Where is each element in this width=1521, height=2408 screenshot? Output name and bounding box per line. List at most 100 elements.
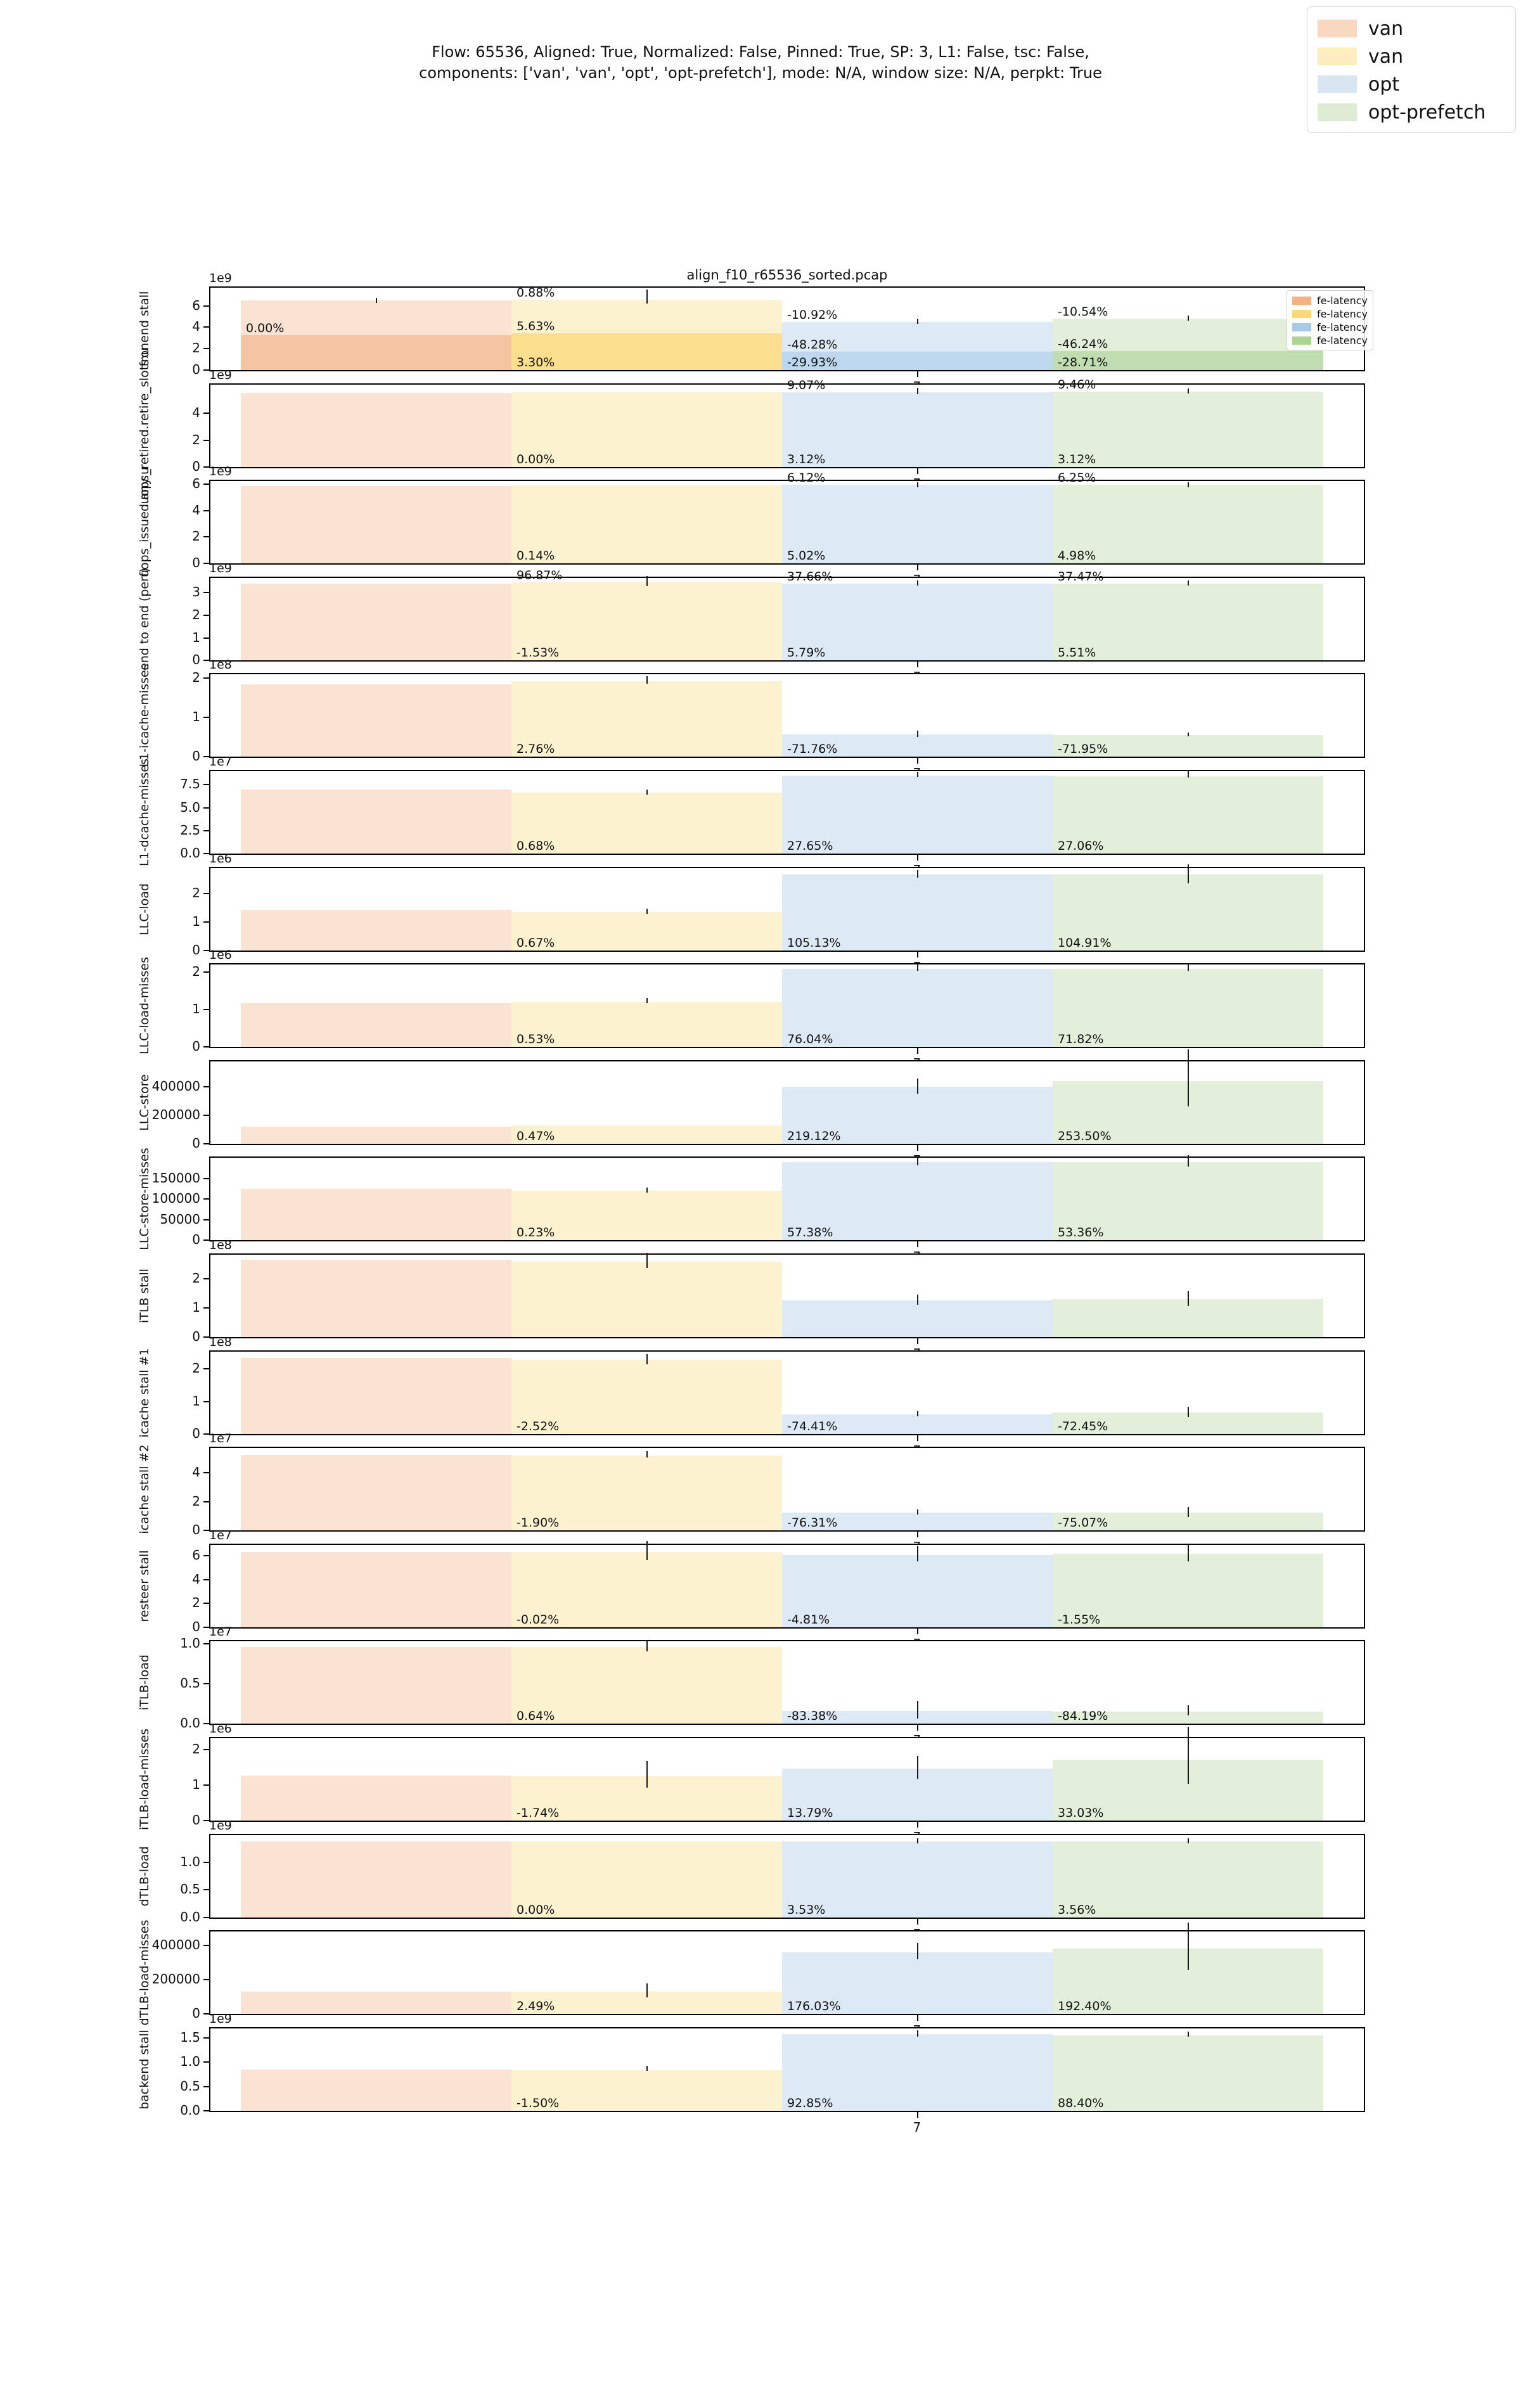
subplot-backend-stall: -1.50% 92.85% 88.40% 0.0 0.5 1.0 1.5 1e9 backend…: [138, 2012, 1365, 2135]
annotation: 3.30%: [517, 355, 555, 369]
bar-van-light: [511, 792, 782, 854]
bar-van-light: [511, 1646, 782, 1724]
y-axis-label: L1-icache-misses: [138, 663, 151, 767]
y-tick-mark: [203, 369, 209, 371]
y-tick-label: 2: [192, 1271, 200, 1286]
annotation: 0.47%: [517, 1129, 555, 1143]
y-tick-label: 0: [192, 362, 200, 377]
y-tick-mark: [203, 1433, 209, 1435]
y-tick-mark: [203, 1472, 209, 1473]
error-bar: [916, 319, 918, 324]
y-tick-label: 0: [192, 1329, 200, 1344]
y-tick-mark: [203, 484, 209, 485]
error-bar: [916, 1546, 918, 1562]
x-tick-mark: [916, 1822, 918, 1828]
annotation: 105.13%: [787, 936, 841, 950]
annotation: 6.25%: [1058, 471, 1096, 485]
error-bar: [646, 1451, 648, 1458]
bar-van-light: [241, 1358, 511, 1434]
y-axis-label: iTLB-load-misses: [138, 1729, 151, 1830]
bar-van-light: [241, 910, 511, 951]
annotation: 37.47%: [1058, 570, 1104, 584]
y-tick-mark: [203, 1889, 209, 1891]
error-bar: [916, 870, 918, 878]
axis-exponent: 1e9: [209, 2012, 232, 2026]
annotation: -46.24%: [1058, 336, 1108, 351]
x-tick-label: 7: [913, 2120, 921, 2135]
subplot-icache-stall-2: -1.90% -76.31% -75.07% 0 2 4 1e7 icache stall #…: [138, 1431, 1365, 1554]
y-tick-label: 2: [192, 1741, 200, 1757]
y-tick-label: 1.0: [180, 2054, 200, 2070]
x-tick-mark: [916, 1338, 918, 1344]
y-tick-label: 0: [192, 652, 200, 667]
error-bar: [646, 676, 648, 684]
y-tick-mark: [203, 921, 209, 923]
bar-opt-light: [782, 775, 1053, 854]
y-tick-mark: [203, 853, 209, 854]
y-tick-mark: [203, 1219, 209, 1220]
y-tick-label: 3: [192, 584, 200, 600]
annotation: -10.54%: [1058, 305, 1108, 319]
axis-exponent: 1e7: [209, 755, 232, 769]
annotation: 0.00%: [246, 321, 285, 336]
error-bar: [646, 2066, 648, 2071]
y-tick-label: 400000: [151, 1079, 200, 1094]
error-bar: [646, 908, 648, 914]
y-axis-label: resteer stall: [138, 1550, 151, 1622]
subplot-itlb-load: 0.64% -83.38% -84.19% 0.0 0.5 1.0 1e7 iTLB-load…: [138, 1625, 1365, 1748]
y-tick-label: 200000: [151, 1971, 200, 1987]
legend-item-opt-prefetch: opt-prefetch: [1307, 98, 1515, 126]
x-tick-mark: [916, 1532, 918, 1537]
error-bar: [1187, 1290, 1189, 1306]
y-tick-label: 0: [192, 1812, 200, 1828]
x-tick-mark: [916, 1048, 918, 1054]
annotation: -28.71%: [1058, 355, 1108, 369]
annotation: -1.53%: [517, 646, 560, 660]
annotation: 13.79%: [787, 1806, 833, 1820]
subplot-title: align_f10_r65536_sorted.pcap: [686, 267, 888, 283]
bar-van-light: [511, 485, 782, 563]
annotation: 4.98%: [1058, 549, 1096, 563]
fe-latency-legend-item: fe-latency: [1292, 294, 1368, 307]
x-tick-mark: [916, 952, 918, 957]
y-tick-mark: [203, 466, 209, 468]
y-tick-mark: [203, 971, 209, 973]
subplot-uops-retired-retire-slots-u: 0.00% 9.07% 3.12% 9.46% 3.12% 0 2 4 1e9 uops_reti…: [138, 347, 1365, 504]
annotation: 76.04%: [787, 1032, 833, 1046]
figure-title: Flow: 65536, Aligned: True, Normalized: …: [0, 42, 1521, 84]
bar-van-dark: [511, 333, 782, 370]
bar-van-light: [241, 485, 511, 563]
axis-exponent: 1e8: [209, 658, 232, 672]
axis-exponent: 1e7: [209, 1528, 232, 1542]
bar-opt-prefetch-light: [1053, 874, 1323, 951]
error-bar: [916, 1079, 918, 1094]
y-tick-mark: [203, 2013, 209, 2014]
bar-opt-light: [782, 1841, 1053, 1918]
annotation: -1.50%: [517, 2096, 560, 2110]
bar-van-light: [241, 1552, 511, 1627]
bar-opt-light: [782, 485, 1053, 563]
annotation: -29.93%: [787, 355, 838, 369]
y-tick-mark: [203, 326, 209, 328]
bar-van-light: [241, 1775, 511, 1821]
subplot-llc-store: 0.47% 219.12% 253.50% 0 200000 400000 LLC-stor…: [138, 1049, 1365, 1168]
annotation: -4.81%: [787, 1613, 830, 1627]
y-axis-label: dTLB-load: [138, 1846, 151, 1907]
bar-van-light: [511, 1191, 782, 1240]
fe-latency-label: fe-latency: [1317, 335, 1368, 347]
y-axis-label: LLC-load: [138, 883, 151, 935]
error-bar: [1187, 1545, 1189, 1561]
error-bar: [916, 1411, 918, 1417]
y-tick-mark: [203, 893, 209, 895]
annotation: 27.65%: [787, 839, 833, 853]
error-bar: [1187, 1049, 1189, 1106]
annotation: 3.56%: [1058, 1903, 1096, 1917]
y-tick-label: 5.0: [180, 799, 200, 815]
y-tick-mark: [203, 614, 209, 616]
y-tick-mark: [203, 1643, 209, 1644]
subplot-llc-store-misses: 0.23% 57.38% 53.36% 0 50000 100000 150000 LLC-s…: [138, 1148, 1365, 1264]
y-tick-mark: [203, 1278, 209, 1280]
y-tick-label: 0: [192, 1522, 200, 1537]
y-tick-label: 0: [192, 555, 200, 570]
error-bar: [646, 789, 648, 795]
